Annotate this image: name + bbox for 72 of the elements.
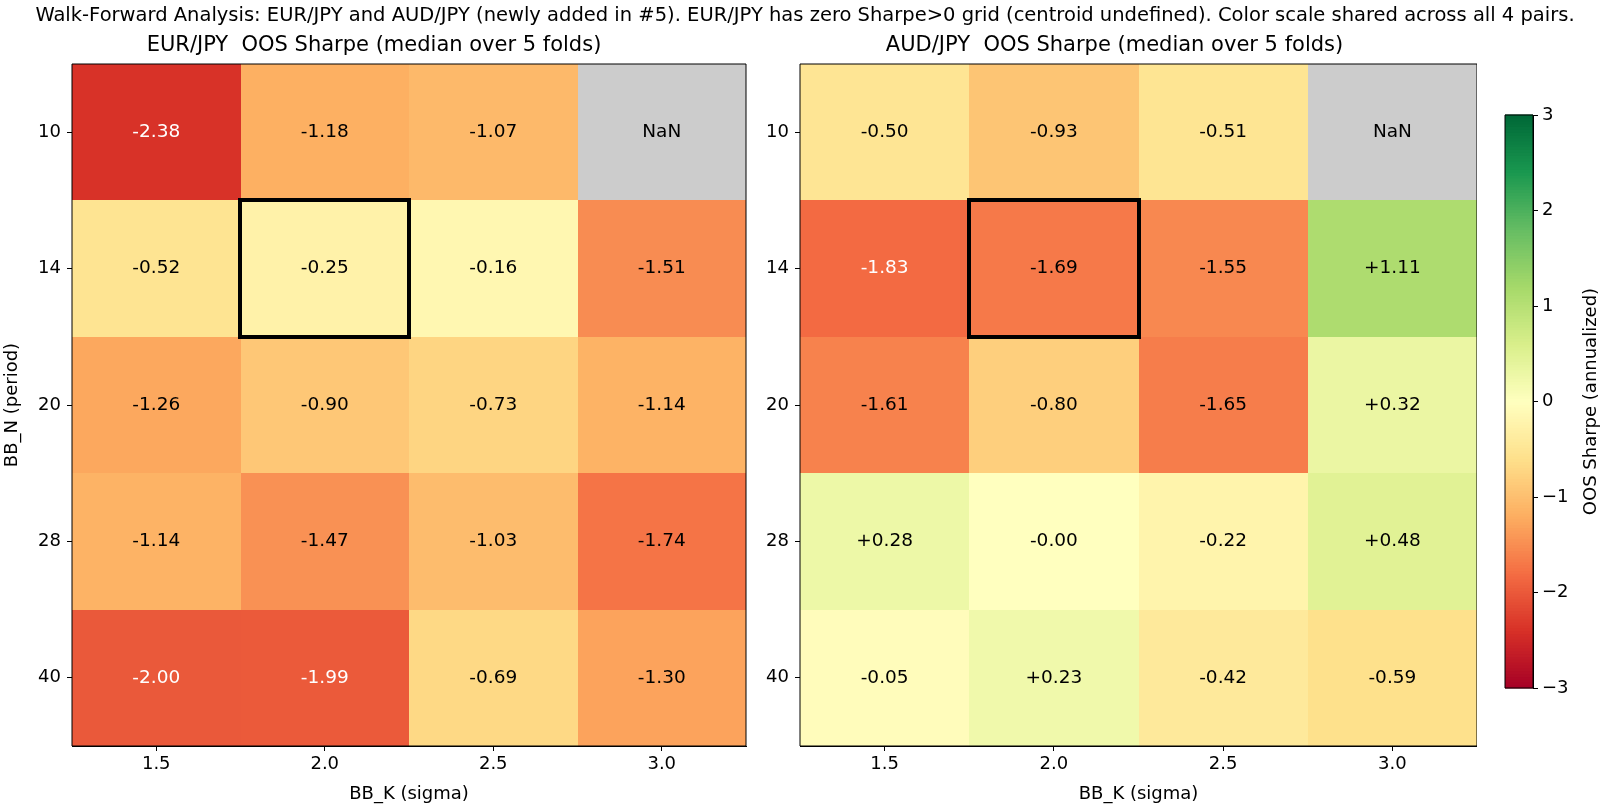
x-tick-label: 2.0 xyxy=(310,752,340,774)
data-label: +0.32 xyxy=(1364,392,1421,414)
y-axis-title: BB_N (period) xyxy=(0,342,23,468)
y-tick-label: 10 xyxy=(38,119,61,141)
x-tick-label: 2.5 xyxy=(1208,752,1238,774)
data-label: -0.73 xyxy=(469,392,518,414)
x-tick-label: 2.5 xyxy=(478,752,508,774)
data-label: -2.00 xyxy=(132,665,181,687)
x-tick-label: 1.5 xyxy=(141,752,171,774)
data-label: -1.99 xyxy=(300,665,349,687)
data-label: -0.69 xyxy=(469,665,518,687)
data-label: -1.51 xyxy=(637,256,686,278)
chart-title: AUD/JPY OOS Sharpe (median over 5 folds) xyxy=(885,32,1344,57)
y-tick-label: 40 xyxy=(38,665,61,687)
y-tick-label: 40 xyxy=(766,665,789,687)
data-label: -0.22 xyxy=(1199,529,1248,551)
color-bar-label: −2 xyxy=(1542,580,1569,602)
color-bar-label: 1 xyxy=(1542,293,1554,315)
data-label: +0.28 xyxy=(856,529,913,551)
color-bar-label: −1 xyxy=(1542,484,1569,506)
data-label: -1.18 xyxy=(300,120,349,142)
data-label: -0.90 xyxy=(300,392,349,414)
x-axis-title: BB_K (sigma) xyxy=(1078,781,1199,804)
text: Walk-Forward Analysis: EUR/JPY and AUD/JPY (newly added in #5). EUR/JPY has zero Sharpe>0 grid (centroid undefined). Color scale shared across all 4 pairs. xyxy=(34,3,1576,27)
data-label: -0.93 xyxy=(1029,120,1078,142)
data-label: -1.74 xyxy=(637,529,686,551)
color-bar-label: −3 xyxy=(1542,675,1569,697)
y-tick-label: 10 xyxy=(766,119,789,141)
data-label: -0.59 xyxy=(1368,665,1417,687)
data-label: -0.00 xyxy=(1029,529,1078,551)
x-tick-label: 2.0 xyxy=(1039,752,1069,774)
data-label: -0.42 xyxy=(1199,665,1248,687)
data-label: -1.14 xyxy=(132,529,181,551)
x-tick-label: 3.0 xyxy=(1378,752,1407,774)
x-tick-label: 3.0 xyxy=(647,752,677,774)
data-label: -1.26 xyxy=(132,392,181,414)
data-label: +1.11 xyxy=(1364,256,1421,278)
y-tick-label: 20 xyxy=(38,392,61,414)
y-tick-label: 28 xyxy=(766,529,789,551)
chart-title: EUR/JPY OOS Sharpe (median over 5 folds) xyxy=(146,32,602,57)
data-label: +0.48 xyxy=(1364,529,1421,551)
color-bar-label: 0 xyxy=(1542,389,1554,411)
x-axis-title: BB_K (sigma) xyxy=(349,781,469,804)
data-label: -1.61 xyxy=(860,392,909,414)
data-label: -1.55 xyxy=(1199,256,1248,278)
data-label: -0.52 xyxy=(132,256,181,278)
y-tick-label: 28 xyxy=(38,529,61,551)
data-label: +0.23 xyxy=(1025,665,1083,687)
data-label: -1.07 xyxy=(469,120,518,142)
data-label: -0.25 xyxy=(300,256,349,278)
data-label: -1.03 xyxy=(469,529,518,551)
data-label: -0.05 xyxy=(860,665,909,687)
data-label: -0.50 xyxy=(860,120,909,142)
data-label: -0.16 xyxy=(469,256,518,278)
color-bar-label: 2 xyxy=(1542,198,1554,220)
data-label: -0.51 xyxy=(1199,120,1248,142)
text: NaN xyxy=(1372,120,1412,142)
data-label: -1.47 xyxy=(300,529,349,551)
data-label: -1.83 xyxy=(860,256,909,278)
y-tick-label: 14 xyxy=(766,256,789,278)
data-label: -0.80 xyxy=(1029,392,1078,414)
data-label: -1.14 xyxy=(637,392,686,414)
data-label: -1.30 xyxy=(637,665,686,687)
y-tick-label: 14 xyxy=(38,256,61,278)
x-tick-label: 1.5 xyxy=(870,752,899,774)
data-label: -1.69 xyxy=(1029,256,1078,278)
color-bar-label: 3 xyxy=(1542,102,1554,124)
text: NaN xyxy=(642,120,682,142)
data-label: -2.38 xyxy=(132,120,181,142)
data-label: -1.65 xyxy=(1199,392,1248,414)
y-tick-label: 20 xyxy=(766,392,789,414)
color-bar-title: OOS Sharpe (annualized) xyxy=(1578,287,1600,516)
